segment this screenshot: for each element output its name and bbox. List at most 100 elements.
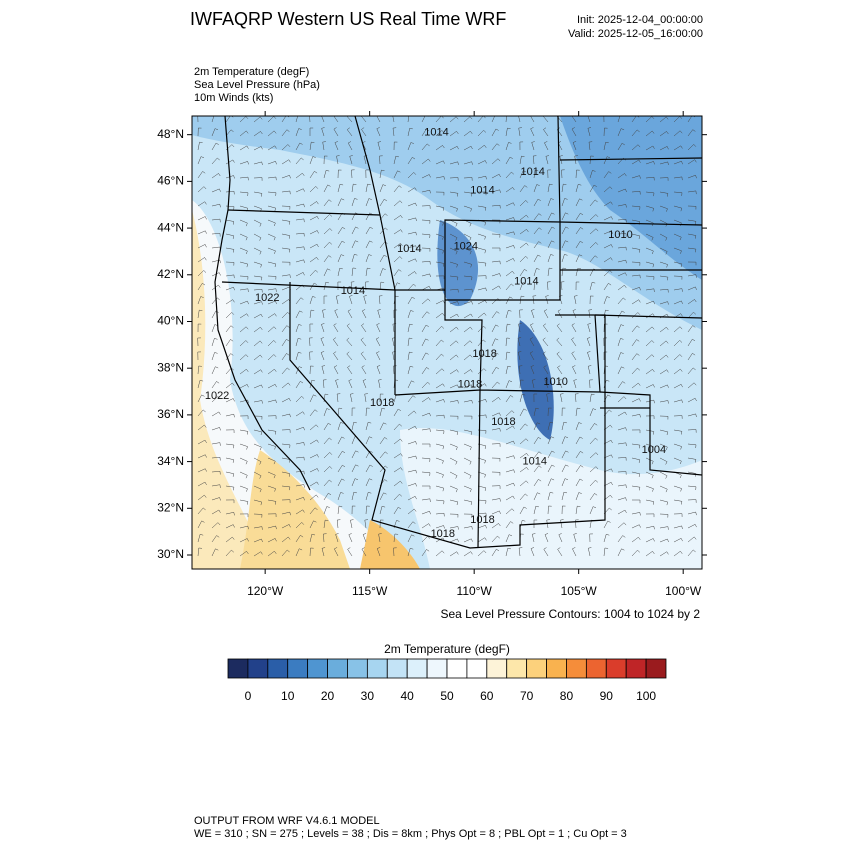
- wind-barb: [575, 183, 582, 193]
- wind-barb: [323, 422, 332, 431]
- wind-barb: [505, 351, 511, 361]
- wind-barb: [267, 443, 276, 450]
- field-cold: [517, 320, 554, 440]
- wind-barb: [295, 395, 305, 403]
- wind-barb: [463, 247, 472, 255]
- wind-barb: [333, 351, 339, 361]
- wind-barb: [687, 397, 697, 403]
- wind-barb: [421, 174, 431, 179]
- wind-barb: [407, 187, 417, 193]
- wind-barb: [309, 323, 314, 333]
- wind-barb: [435, 457, 444, 464]
- wind-barb: [547, 226, 555, 235]
- wind-barb: [347, 365, 353, 375]
- wind-barb: [589, 281, 596, 291]
- contour-label: 1014: [523, 455, 547, 467]
- wind-barb: [673, 145, 683, 151]
- wind-barb: [571, 323, 577, 333]
- wind-barb: [321, 547, 326, 557]
- wind-barb: [491, 189, 501, 193]
- wind-barb: [575, 407, 581, 417]
- wind-barb: [463, 443, 472, 451]
- wind-barb: [517, 337, 522, 347]
- wind-barb: [519, 408, 527, 417]
- wind-barb: [587, 323, 591, 333]
- wind-barb: [267, 233, 276, 241]
- wind-barb: [519, 242, 529, 249]
- wind-barb: [673, 443, 682, 450]
- wind-barb: [659, 415, 669, 420]
- wind-barb: [407, 323, 413, 333]
- wind-barb: [323, 268, 331, 277]
- wind-barb: [281, 429, 291, 433]
- wind-barb: [421, 397, 431, 403]
- wind-barb: [351, 478, 359, 487]
- wind-barb: [631, 205, 641, 210]
- wind-barb: [631, 549, 640, 557]
- wind-barb: [309, 170, 318, 179]
- wind-barb: [253, 326, 263, 333]
- wind-barb: [659, 354, 669, 361]
- wind-barb: [571, 337, 577, 347]
- wind-barb: [571, 127, 577, 137]
- wind-barb: [575, 393, 579, 403]
- wind-barb: [281, 205, 291, 210]
- wind-barb: [533, 213, 542, 221]
- wind-barb: [532, 533, 536, 543]
- colorbar-box: [486, 658, 508, 679]
- wind-barb: [350, 393, 354, 403]
- wind-barb: [337, 198, 345, 207]
- wind-barb: [239, 525, 249, 530]
- wind-barb: [295, 188, 305, 193]
- wind-barb: [337, 254, 345, 263]
- wind-barb: [617, 427, 627, 431]
- wind-barb: [295, 509, 305, 515]
- wind-barb: [407, 395, 416, 403]
- wind-barb: [435, 130, 445, 137]
- wind-barb: [519, 506, 527, 515]
- wind-barb: [351, 169, 355, 179]
- wind-barb: [281, 471, 291, 477]
- lon-tick-label: 120°W: [247, 584, 284, 598]
- wind-barb: [687, 338, 696, 347]
- wind-barb: [572, 547, 577, 557]
- wind-barb: [449, 326, 459, 333]
- wind-barb: [603, 171, 612, 179]
- wind-barb: [323, 519, 329, 529]
- wind-barb: [239, 191, 249, 197]
- wind-barb: [309, 116, 311, 123]
- wind-barb: [645, 219, 654, 227]
- wind-barb: [645, 300, 655, 305]
- wind-barb: [225, 499, 235, 504]
- wind-barb: [617, 352, 624, 361]
- wind-barb: [239, 275, 249, 280]
- wind-barb: [211, 297, 220, 305]
- wind-barb: [589, 533, 593, 543]
- lon-tick-label: 115°W: [352, 584, 388, 598]
- wind-barb: [687, 274, 697, 278]
- wind-barb: [449, 538, 459, 543]
- wind-barb: [617, 471, 627, 475]
- wind-barb: [645, 354, 655, 361]
- wind-barb: [558, 533, 563, 543]
- wind-barb: [378, 533, 382, 543]
- wind-barb: [659, 131, 669, 137]
- wind-barb: [253, 116, 263, 123]
- wind-barb: [333, 116, 339, 123]
- wind-barb: [519, 379, 524, 389]
- wind-barb: [421, 471, 431, 476]
- wind-barb: [645, 538, 655, 543]
- wind-barb: [267, 399, 277, 404]
- wind-barb: [519, 214, 529, 221]
- wind-barb: [645, 429, 655, 435]
- wind-barb: [337, 183, 344, 193]
- wind-barb: [617, 522, 627, 529]
- wind-barb: [197, 337, 201, 347]
- wind-barb: [631, 129, 640, 137]
- wind-barb: [337, 450, 346, 459]
- wind-barb: [519, 452, 529, 459]
- wind-barb: [519, 185, 528, 193]
- wind-barb: [645, 145, 655, 151]
- wind-barb: [575, 436, 583, 445]
- wind-barb: [560, 281, 565, 291]
